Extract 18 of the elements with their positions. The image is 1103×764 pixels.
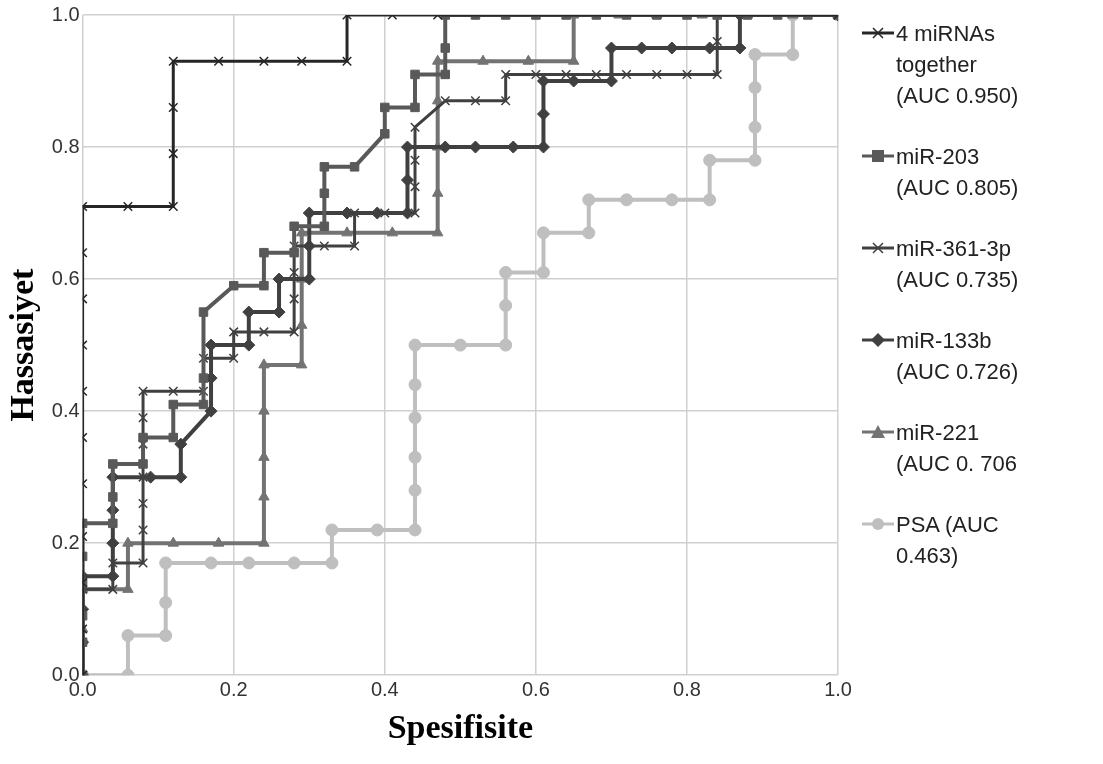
- legend-label: PSA (AUC 0.463): [896, 511, 1000, 570]
- x-tick-label: 0.8: [673, 677, 701, 700]
- y-tick-label: 1.0: [51, 2, 80, 25]
- x-axis-title: Spesifisite: [387, 708, 534, 746]
- legend-label: miR-221 (AUC 0. 706: [896, 419, 1019, 478]
- x-tick-label: 0.6: [521, 677, 550, 700]
- legend-label: miR-133b (AUC 0.726): [896, 327, 1020, 386]
- legend-label: miR-361-3p (AUC 0.735): [896, 235, 1020, 294]
- legend-label: miR-203 (AUC 0.805): [896, 143, 1020, 202]
- y-tick-label: 0.8: [51, 134, 80, 157]
- y-tick-label: 0.2: [51, 530, 80, 553]
- y-axis-title: Hassasiyet: [3, 267, 41, 422]
- x-tick-label: 0.2: [219, 677, 248, 700]
- legend-label: 4 miRNAs together (AUC 0.950): [896, 20, 1020, 110]
- x-tick-label: 0.4: [370, 677, 399, 700]
- y-tick-label: 0.4: [51, 398, 80, 421]
- y-tick-label: 0.6: [51, 266, 80, 289]
- x-tick-label: 1.0: [824, 677, 852, 700]
